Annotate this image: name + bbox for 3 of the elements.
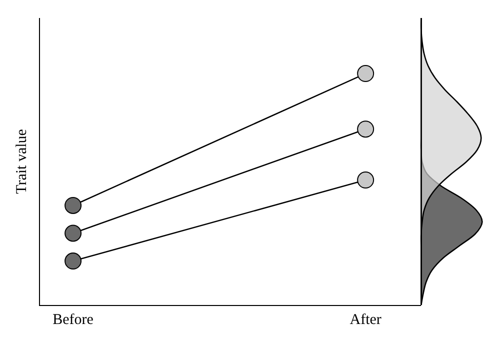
y-axis-title: Trait value	[14, 128, 30, 194]
x-tick-label: Before	[52, 312, 94, 328]
x-tick-label: After	[350, 312, 382, 328]
